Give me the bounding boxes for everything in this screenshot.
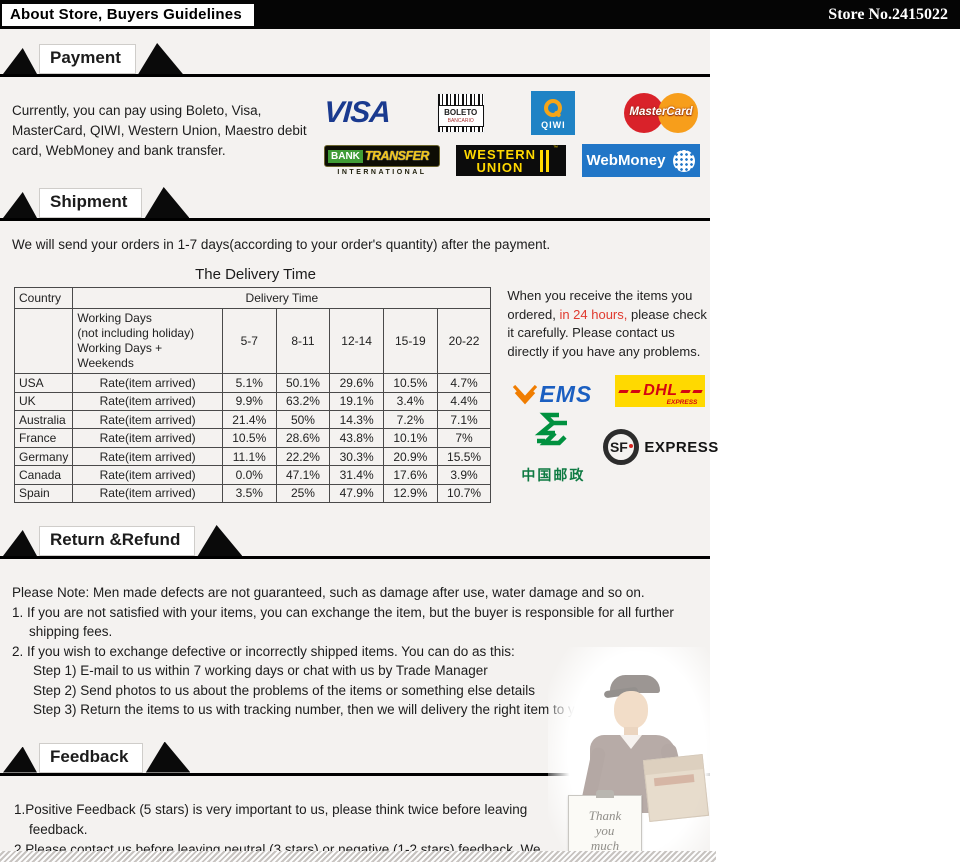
content-column: Payment Currently, you can pay using Bol… — [0, 29, 718, 862]
table-row: France Rate(item arrived) 10.5% 28.6% 43… — [13, 428, 492, 448]
ribbon-left-icon — [3, 530, 37, 556]
ribbon-left-icon — [3, 192, 37, 218]
receive-note: When you receive the items you ordered, … — [507, 288, 707, 359]
page-title: About Store, Buyers Guidelines — [2, 3, 254, 26]
delivery-man-mascot: Thank you much ★★★★★ — [548, 647, 710, 862]
return-note: Please Note: Men made defects are not gu… — [12, 585, 645, 600]
thank-you-sign: Thank you much ★★★★★ — [568, 790, 642, 862]
section-header-feedback: Feedback — [0, 741, 710, 776]
qiwi-logo: QIWI — [531, 91, 576, 135]
ribbon-right-icon — [197, 525, 243, 556]
return-step-3: Step 3) Return the items to us with trac… — [33, 702, 669, 717]
bank-transfer-logo: BANK TRANSFER INTERNATIONAL — [324, 145, 440, 176]
payment-logos-row-1: VISA BOLETO BANCARIO QIWI MasterCa — [322, 91, 700, 135]
china-post-logo: 中国邮政 — [507, 411, 599, 485]
ribbon-right-icon — [145, 741, 191, 773]
payment-heading: Payment — [39, 44, 136, 74]
ribbon-left-icon — [3, 746, 37, 773]
right-white-panel — [710, 29, 960, 862]
mascot-face — [614, 691, 648, 729]
payment-section: Currently, you can pay using Boleto, Vis… — [0, 77, 710, 187]
return-step-1: Step 1) E-mail to us within 7 working da… — [33, 663, 488, 678]
payment-description: Currently, you can pay using Boleto, Vis… — [12, 103, 307, 158]
payment-logos: VISA BOLETO BANCARIO QIWI MasterCa — [322, 91, 706, 177]
visa-logo: VISA — [322, 96, 392, 129]
clipboard-clip-icon — [596, 790, 614, 798]
table-row: UK Rate(item arrived) 9.9% 63.2% 19.1% 3… — [13, 391, 492, 412]
dhl-logo: DHL EXPRESS — [615, 375, 706, 407]
section-header-shipment: Shipment — [0, 187, 710, 221]
ems-logo: EMS — [513, 381, 592, 408]
webmoney-logo: WebMoney — [582, 144, 700, 177]
china-post-emblem-icon — [535, 412, 568, 446]
ribbon-left-icon — [3, 48, 37, 74]
table-row: Germany Rate(item arrived) 11.1% 22.2% 3… — [13, 446, 492, 467]
section-header-payment: Payment — [0, 43, 710, 77]
table-desc-row: Working Days (not including holiday) Wor… — [13, 307, 492, 375]
shipment-row: Country Delivery Time Working Days (not … — [0, 287, 718, 504]
sf-express-logo: SF EXPRESS — [603, 429, 718, 465]
feedback-heading: Feedback — [39, 742, 144, 773]
barcode-icon — [437, 94, 484, 105]
feedback-section: 1.Positive Feedback (5 stars) is very im… — [0, 776, 560, 862]
note-highlight: in 24 hours, — [559, 306, 628, 322]
mastercard-logo: MasterCard — [622, 91, 700, 135]
carrier-logos: EMS DHL EXPRESS — [507, 373, 718, 503]
mastercard-orange-circle — [658, 93, 698, 133]
table-row: Spain Rate(item arrived) 3.5% 25% 47.9% … — [13, 483, 492, 504]
return-refund-section: Please Note: Men made defects are not gu… — [0, 559, 710, 720]
cardboard-box — [642, 754, 710, 822]
shipment-heading: Shipment — [39, 188, 143, 218]
store-number: Store No.2415022 — [828, 5, 948, 23]
return-item-2: 2. If you wish to exchange defective or … — [12, 643, 515, 659]
delivery-time-table: Country Delivery Time Working Days (not … — [13, 287, 492, 504]
shipment-side-column: When you receive the items you ordered, … — [507, 287, 718, 503]
sf-ring-icon: SF — [603, 429, 640, 465]
boleto-logo: BOLETO BANCARIO — [436, 93, 485, 133]
table-row: Canada Rate(item arrived) 0.0% 47.1% 31.… — [13, 465, 492, 485]
bottom-hatch-strip — [0, 851, 716, 862]
return-item-1: 1. If you are not satisfied with your it… — [12, 604, 674, 640]
ems-chevron-icon — [513, 384, 538, 404]
globe-icon — [673, 149, 696, 172]
ribbon-right-icon — [144, 187, 190, 218]
return-step-2: Step 2) Send photos to us about the prob… — [33, 682, 536, 698]
delivery-table-title: The Delivery Time — [195, 266, 316, 283]
barcode-icon — [437, 126, 484, 132]
return-steps: Step 1) E-mail to us within 7 working da… — [33, 661, 696, 720]
feedback-item-1: 1.Positive Feedback (5 stars) is very im… — [14, 801, 528, 837]
section-header-return-refund: Return &Refund — [0, 525, 710, 559]
mastercard-red-circle — [624, 93, 664, 133]
table-row: Australia Rate(item arrived) 21.4% 50% 1… — [13, 410, 492, 430]
return-refund-heading: Return &Refund — [39, 526, 196, 556]
western-union-bars — [540, 149, 549, 172]
payment-logos-row-2: BANK TRANSFER INTERNATIONAL WESTERN UNIO… — [324, 144, 700, 177]
western-union-logo: WESTERN UNION ™ — [456, 145, 566, 176]
qiwi-q-icon — [544, 99, 563, 117]
top-header-bar: About Store, Buyers Guidelines Store No.… — [0, 0, 960, 29]
ribbon-right-icon — [138, 43, 183, 74]
table-row: USA Rate(item arrived) 5.1% 50.1% 29.6% … — [13, 373, 492, 393]
table-header-row: Country Delivery Time — [13, 287, 492, 309]
shipment-intro: We will send your orders in 1-7 days(acc… — [12, 237, 551, 252]
